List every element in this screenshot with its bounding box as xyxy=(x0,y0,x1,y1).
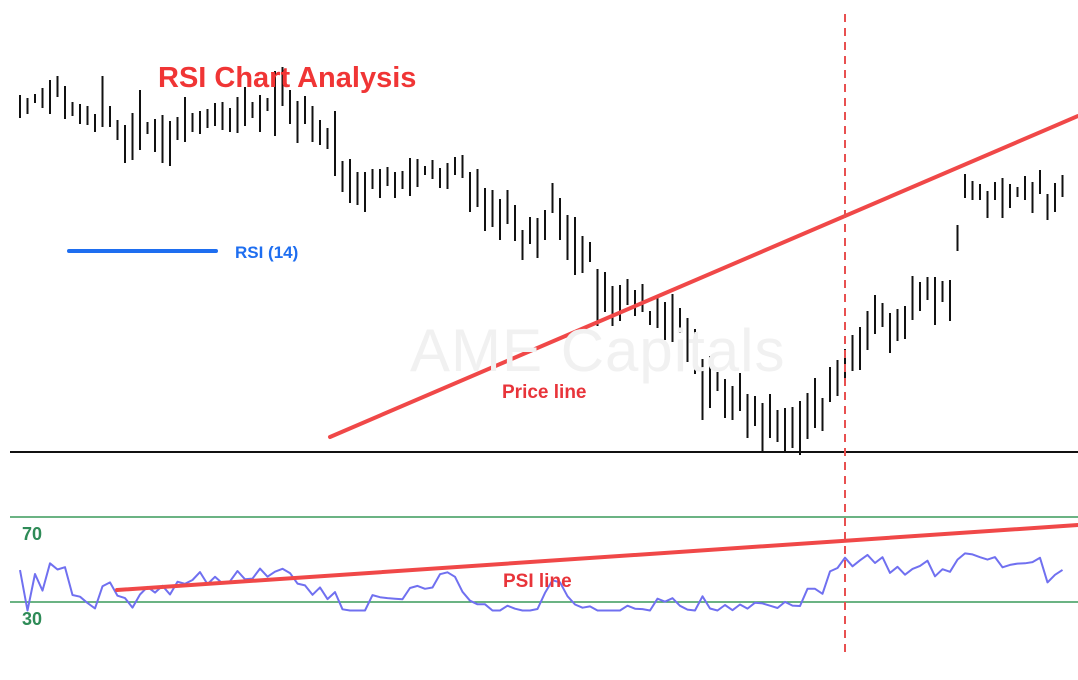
psi-trendline xyxy=(115,523,1078,592)
legend-line-swatch xyxy=(67,249,218,253)
price-line-label: Price line xyxy=(502,382,587,403)
chart-title: RSI Chart Analysis xyxy=(158,62,417,94)
rsi-line xyxy=(19,552,1064,612)
price-trendline xyxy=(328,114,1078,439)
psi-line-label: PSI line xyxy=(503,571,572,592)
legend-label: RSI (14) xyxy=(235,243,299,262)
rsi-level-70-label: 70 xyxy=(22,524,43,544)
watermark: AME Capitals xyxy=(410,317,786,384)
rsi-level-30-label: 30 xyxy=(22,609,43,629)
